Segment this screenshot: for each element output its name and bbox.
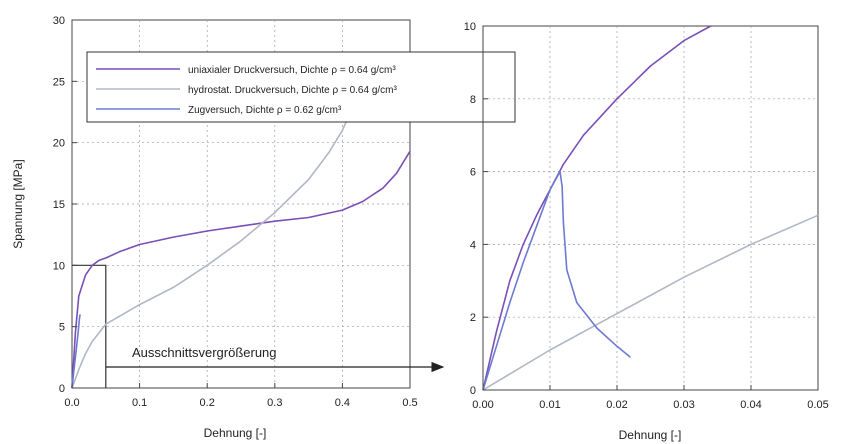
right-grid [483, 26, 818, 390]
y-tick-label: 0 [470, 385, 476, 397]
zoom-annotation: Ausschnittsvergrößerung [132, 345, 277, 360]
y-tick-label: 2 [470, 312, 476, 324]
x-tick-label: 0.3 [267, 397, 282, 409]
x-tick-label: 0.00 [472, 399, 493, 411]
x-tick-label: 0.5 [402, 397, 417, 409]
right-series-line-2 [482, 170, 631, 391]
x-tick-label: 0.0 [64, 397, 79, 409]
left-y-ticks: 0 5 10 15 20 25 30 [53, 15, 77, 395]
left-series-line-2 [71, 314, 81, 389]
legend-entry-tension: Zugversuch, Dichte ρ = 0.62 g/cm³ [188, 105, 342, 116]
zoom-box-outline [72, 264, 107, 388]
x-tick-label: 0.02 [606, 399, 627, 411]
y-tick-label: 6 [470, 167, 476, 179]
left-series-line-1 [71, 99, 357, 389]
y-tick-label: 10 [53, 260, 65, 272]
legend: uniaxialer Druckversuch, Dichte ρ = 0.64… [86, 51, 516, 123]
legend-entry-hydrostatic: hydrostat. Druckversuch, Dichte ρ = 0.64… [188, 85, 397, 96]
right-chart-panel: 0.00 0.01 0.02 0.03 0.04 0.05 0 2 4 6 8 10 Dehnung… [464, 21, 829, 442]
left-y-axis-label: Spannung [MPa] [11, 159, 25, 248]
y-tick-label: 25 [53, 76, 65, 88]
x-tick-label: 0.05 [807, 399, 828, 411]
y-tick-label: 15 [53, 199, 65, 211]
y-tick-label: 30 [53, 15, 65, 27]
legend-box [86, 51, 516, 123]
left-series-line-0 [71, 150, 411, 389]
x-tick-label: 0.2 [200, 397, 215, 409]
y-tick-label: 20 [53, 138, 65, 150]
x-tick-label: 0.03 [673, 399, 694, 411]
left-x-ticks: 0.0 0.1 0.2 0.3 0.4 0.5 [64, 383, 418, 409]
right-series-line-1 [482, 214, 819, 391]
right-x-axis-label: Dehnung [-] [619, 428, 682, 442]
x-tick-label: 0.01 [539, 399, 560, 411]
zoom-box [72, 264, 107, 388]
right-y-ticks: 0 2 4 6 8 10 [464, 21, 488, 397]
x-tick-label: 0.04 [740, 399, 761, 411]
x-tick-label: 0.1 [132, 397, 147, 409]
left-series [71, 99, 411, 389]
y-tick-label: 10 [464, 21, 476, 33]
right-x-ticks: 0.00 0.01 0.02 0.03 0.04 0.05 [472, 385, 829, 411]
right-series [482, 25, 819, 391]
y-tick-label: 5 [59, 322, 65, 334]
x-tick-label: 0.4 [335, 397, 350, 409]
legend-entry-uniaxial: uniaxialer Druckversuch, Dichte ρ = 0.64… [188, 65, 396, 76]
y-tick-label: 4 [470, 239, 476, 251]
right-series-line-0 [482, 25, 712, 391]
left-x-axis-label: Dehnung [-] [204, 426, 267, 440]
right-plot-frame [482, 25, 819, 391]
y-tick-label: 8 [470, 94, 476, 106]
y-tick-label: 0 [59, 383, 65, 395]
